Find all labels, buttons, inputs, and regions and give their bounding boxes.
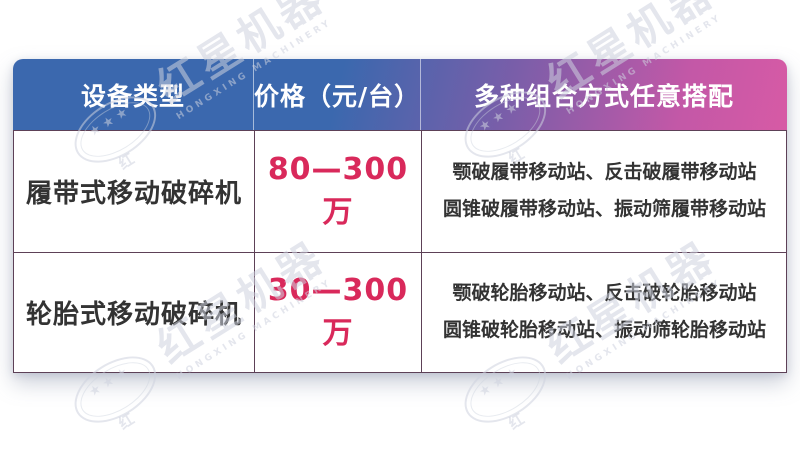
cell-combinations: 颚破履带移动站、反击破履带移动站 圆锥破履带移动站、振动筛履带移动站	[421, 131, 787, 252]
cell-price: 80—300万	[254, 131, 421, 252]
price-value: 80—300万	[267, 151, 409, 230]
combo-line: 圆锥破履带移动站、振动筛履带移动站	[442, 198, 766, 221]
header-device-type: 设备类型	[80, 81, 185, 111]
combo-line: 颚破履带移动站、反击破履带移动站	[452, 161, 757, 184]
combo-line: 颚破轮胎移动站、反击破轮胎移动站	[452, 282, 757, 305]
header-price: 价格（元/台）	[253, 59, 420, 130]
cell-combinations: 颚破轮胎移动站、反击破轮胎移动站 圆锥破轮胎移动站、振动筛轮胎移动站	[421, 252, 787, 372]
table-body: 履带式移动破碎机 80—300万 颚破履带移动站、反击破履带移动站 圆锥破履带移…	[13, 130, 787, 373]
table-row: 履带式移动破碎机 80—300万 颚破履带移动站、反击破履带移动站 圆锥破履带移…	[14, 131, 787, 252]
device-name: 履带式移动破碎机	[25, 178, 242, 209]
table-row: 轮胎式移动破碎机 30—300万 颚破轮胎移动站、反击破轮胎移动站 圆锥破轮胎移…	[14, 251, 787, 373]
combo-line: 圆锥破轮胎移动站、振动筛轮胎移动站	[442, 319, 766, 342]
header-combinations: 多种组合方式任意搭配	[420, 59, 787, 130]
price-table: 设备类型 价格（元/台） 多种组合方式任意搭配 履带式移动破碎机 80—300万…	[13, 59, 787, 373]
table-header-row: 设备类型 价格（元/台） 多种组合方式任意搭配	[13, 59, 787, 130]
cell-price: 30—300万	[254, 252, 421, 372]
cell-device-type: 履带式移动破碎机	[14, 131, 254, 252]
price-value: 30—300万	[267, 272, 409, 351]
cell-device-type: 轮胎式移动破碎机	[14, 253, 254, 373]
device-name: 轮胎式移动破碎机	[25, 299, 242, 330]
